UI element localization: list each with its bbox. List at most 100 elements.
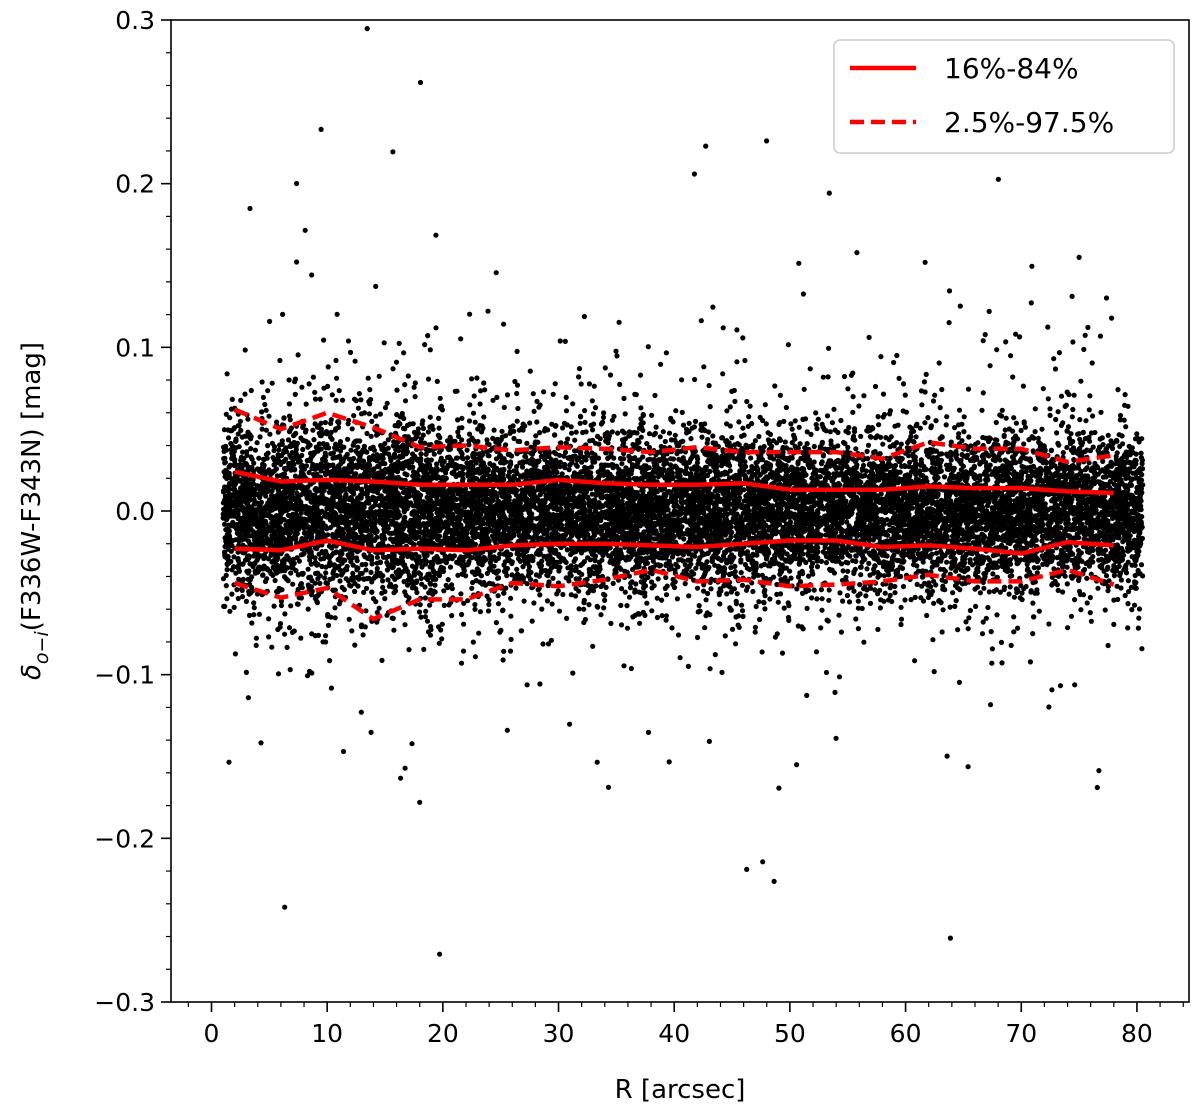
- scatter-point: [374, 554, 380, 560]
- scatter-point: [804, 605, 810, 612]
- scatter-point: [367, 387, 373, 393]
- scatter-point: [706, 429, 712, 435]
- scatter-point: [369, 418, 375, 424]
- scatter-point: [245, 416, 251, 422]
- scatter-point: [696, 603, 702, 609]
- scatter-point: [1047, 406, 1053, 412]
- scatter-point: [1069, 414, 1075, 420]
- scatter-point: [497, 551, 503, 557]
- scatter-point: [267, 431, 273, 437]
- scatter-point: [323, 570, 329, 576]
- scatter-point: [581, 313, 588, 320]
- scatter-point: [1058, 393, 1065, 399]
- scatter-point: [930, 637, 936, 643]
- scatter-point: [223, 572, 229, 579]
- scatter-point: [409, 741, 415, 747]
- scatter-point: [1125, 601, 1131, 607]
- scatter-point: [619, 437, 626, 443]
- scatter-point: [350, 570, 356, 577]
- scatter-point: [365, 375, 371, 381]
- scatter-point: [733, 601, 740, 607]
- scatter-point: [1118, 585, 1124, 591]
- scatter-point: [376, 373, 382, 379]
- scatter-point: [328, 429, 334, 435]
- scatter-point: [434, 461, 440, 467]
- scatter-point: [1011, 629, 1017, 635]
- scatter-point: [1087, 393, 1093, 399]
- scatter-point: [858, 433, 864, 439]
- scatter-point: [486, 601, 492, 608]
- scatter-point: [792, 418, 798, 424]
- scatter-point: [319, 563, 325, 570]
- scatter-point: [688, 436, 694, 442]
- scatter-point: [985, 604, 991, 611]
- scatter-point: [290, 581, 296, 587]
- scatter-point: [861, 393, 867, 399]
- scatter-point: [717, 601, 723, 607]
- scatter-point: [739, 602, 745, 608]
- scatter-point: [406, 647, 412, 653]
- scatter-point: [402, 398, 409, 404]
- scatter-points: [220, 26, 1146, 957]
- scatter-point: [334, 572, 340, 579]
- scatter-point: [939, 386, 945, 393]
- scatter-point: [608, 620, 614, 627]
- scatter-point: [638, 405, 644, 411]
- scatter-point: [740, 425, 746, 431]
- scatter-point: [663, 617, 669, 623]
- scatter-point: [1052, 366, 1059, 372]
- scatter-point: [508, 613, 514, 619]
- scatter-point: [441, 588, 447, 594]
- scatter-point: [221, 521, 228, 527]
- scatter-point: [507, 648, 514, 654]
- scatter-point: [618, 602, 624, 609]
- scatter-point: [986, 308, 992, 314]
- scatter-point: [312, 389, 318, 395]
- scatter-point: [1109, 315, 1115, 321]
- scatter-point: [368, 445, 374, 451]
- scatter-point: [940, 607, 946, 613]
- scatter-point: [344, 451, 350, 457]
- scatter-point: [223, 583, 229, 589]
- scatter-point: [556, 553, 562, 559]
- scatter-point: [334, 375, 340, 381]
- scatter-point: [514, 418, 520, 424]
- scatter-point: [659, 613, 665, 619]
- scatter-point: [294, 259, 300, 265]
- scatter-point: [759, 649, 765, 655]
- scatter-point: [427, 414, 433, 420]
- scatter-point: [1094, 784, 1100, 791]
- scatter-point: [672, 432, 678, 438]
- scatter-point: [590, 643, 596, 649]
- scatter-point: [800, 291, 807, 297]
- scatter-point: [989, 660, 995, 666]
- scatter-point: [1013, 420, 1020, 426]
- scatter-point: [477, 401, 483, 407]
- scatter-point: [514, 348, 520, 354]
- scatter-point: [1054, 430, 1060, 436]
- scatter-point: [931, 600, 937, 606]
- scatter-point: [663, 613, 670, 619]
- scatter-point: [256, 611, 262, 617]
- scatter-point: [855, 598, 861, 604]
- scatter-point: [1010, 374, 1016, 380]
- scatter-point: [443, 582, 449, 589]
- scatter-point: [587, 438, 593, 444]
- scatter-point: [934, 550, 940, 556]
- scatter-point: [382, 589, 388, 595]
- scatter-point: [987, 702, 994, 708]
- scatter-point: [652, 392, 658, 399]
- scatter-point: [801, 386, 807, 392]
- scatter-point: [898, 604, 904, 610]
- scatter-point: [484, 437, 490, 443]
- scatter-point: [224, 371, 230, 377]
- scatter-point: [998, 413, 1005, 419]
- scatter-point: [960, 575, 967, 581]
- scatter-point: [594, 759, 600, 765]
- scatter-point: [277, 357, 283, 364]
- scatter-point: [345, 436, 351, 442]
- scatter-point: [385, 445, 391, 451]
- scatter-point: [572, 567, 578, 574]
- scatter-point: [819, 596, 825, 602]
- scatter-point: [514, 390, 520, 397]
